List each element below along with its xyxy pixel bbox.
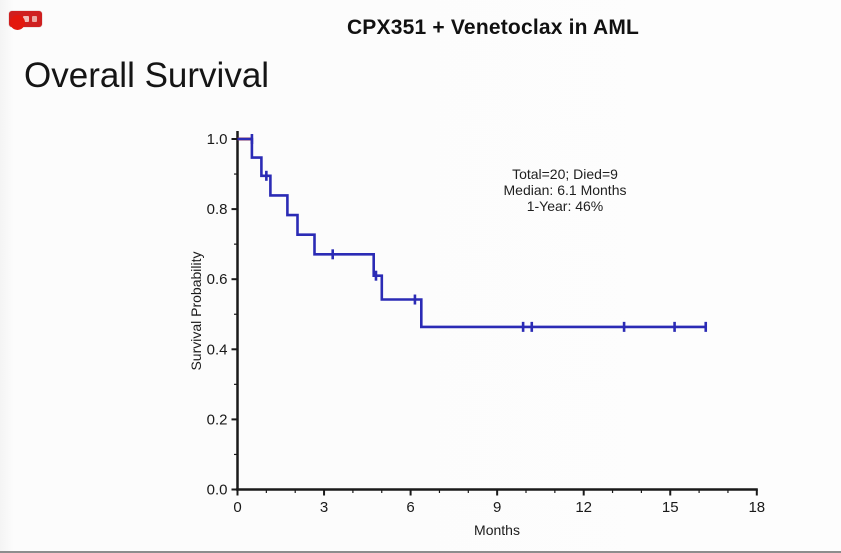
x-tick-label: 9 (493, 499, 501, 516)
y-tick-label: 0.0 (207, 482, 228, 499)
x-tick-label: 12 (575, 499, 592, 516)
km-curve (237, 137, 706, 329)
stats-median: Median: 6.1 Months (503, 182, 627, 198)
badge-glyph-icon (32, 16, 37, 22)
x-tick-label: 0 (233, 499, 241, 516)
x-axis-label: Months (474, 522, 520, 538)
x-tick-label: 3 (320, 499, 328, 516)
x-tick-label: 18 (748, 499, 765, 516)
red-logo-icon (9, 10, 43, 30)
y-axis-label: Survival Probability (188, 251, 204, 371)
stats-one-year: 1-Year: 46% (526, 198, 604, 214)
stats-total-died: Total=20; Died=9 (512, 166, 618, 182)
badge-glyph-icon (23, 16, 29, 22)
video-edge-strip (0, 551, 841, 553)
y-tick-label: 1.0 (207, 131, 228, 148)
y-tick-label: 0.2 (207, 411, 228, 428)
y-tick-label: 0.8 (207, 201, 228, 218)
slide-title: CPX351 + Venetoclax in AML (346, 16, 640, 39)
y-tick-label: 0.4 (207, 341, 228, 358)
page-title: Overall Survival (24, 56, 270, 95)
x-tick-label: 6 (406, 499, 414, 516)
red-dot-icon (10, 15, 25, 30)
stats-annotation: Total=20; Died=9 Median: 6.1 Months 1-Ye… (504, 166, 627, 214)
y-tick-label: 0.6 (207, 271, 228, 288)
x-tick-label: 15 (662, 499, 679, 516)
